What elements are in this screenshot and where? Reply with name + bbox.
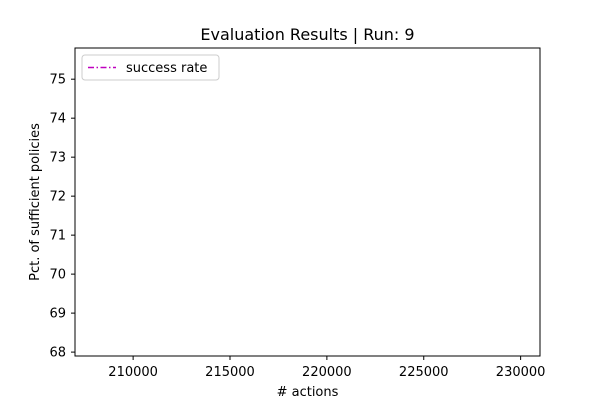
legend-box	[81, 54, 220, 81]
y-tick-label: 68	[49, 346, 66, 361]
x-tick-label: 215000	[205, 365, 255, 380]
chart-title: Evaluation Results | Run: 9	[200, 25, 414, 44]
legend-label-success-rate: success rate	[126, 61, 207, 76]
legend: success rate	[81, 54, 220, 81]
x-tick-label: 220000	[302, 365, 352, 380]
y-tick-label: 73	[49, 151, 66, 166]
y-tick-label: 75	[49, 73, 66, 88]
plot-area	[74, 47, 541, 357]
y-tick-label: 70	[49, 268, 66, 283]
y-axis-label: Pct. of sufficient policies	[28, 123, 43, 281]
x-tick-label: 210000	[108, 365, 158, 380]
x-axis-ticks: 210000 215000 220000 225000 230000	[108, 356, 545, 380]
x-axis-label: # actions	[277, 385, 339, 400]
x-tick-label: 230000	[496, 365, 546, 380]
y-tick-label: 69	[49, 307, 66, 322]
y-tick-label: 72	[49, 190, 66, 205]
y-axis-ticks: 68 69 70 71 72 73 74 75	[49, 73, 75, 361]
y-tick-label: 71	[49, 229, 66, 244]
y-tick-label: 74	[49, 112, 66, 127]
x-tick-label: 225000	[399, 365, 449, 380]
